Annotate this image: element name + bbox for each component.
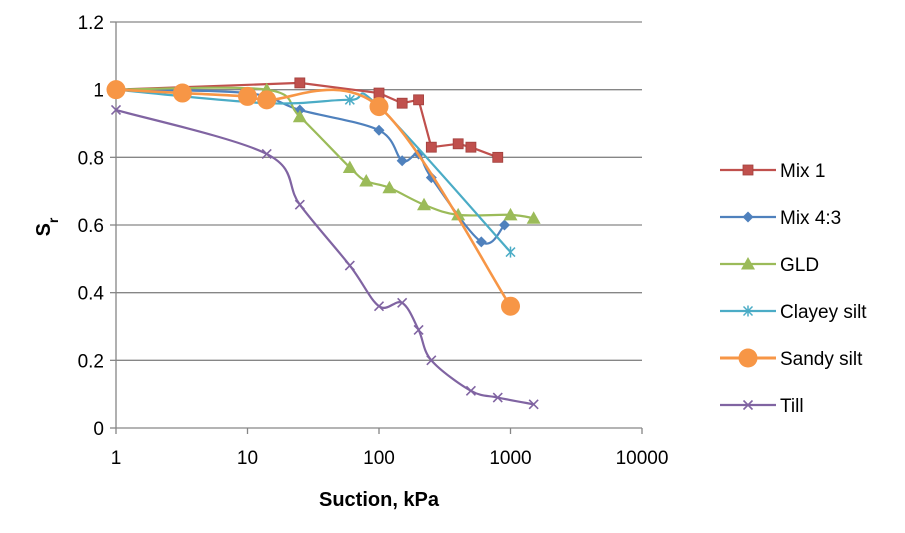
data-point: [238, 86, 257, 106]
legend-label: GLD: [780, 255, 819, 276]
data-point: [465, 385, 476, 396]
legend-label: Mix 1: [780, 161, 825, 182]
legend-marker: [742, 164, 754, 176]
series-sandy-silt: [106, 80, 520, 316]
marker-stroke: [294, 199, 305, 210]
data-point: [413, 324, 424, 335]
data-point: [396, 155, 408, 167]
legend-label: Clayey silt: [780, 302, 867, 323]
marker-stroke: [397, 297, 408, 308]
marker-stroke: [110, 104, 122, 116]
data-point: [344, 260, 355, 271]
y-tick-label: 0.2: [78, 351, 104, 372]
marker-stroke: [344, 260, 355, 271]
legend-marker: [741, 257, 755, 270]
y-axis-title-main: S: [33, 223, 55, 236]
legend-entry: Till: [720, 396, 804, 417]
data-point: [526, 211, 541, 224]
data-point: [292, 109, 307, 123]
y-tick-label: 0.8: [78, 148, 104, 169]
marker-stroke: [465, 385, 476, 396]
data-point: [106, 80, 126, 100]
legend-label: Till: [780, 396, 804, 417]
y-tick-label: 1.2: [78, 13, 104, 34]
data-point: [373, 301, 385, 312]
marker-stroke: [261, 148, 272, 160]
legend-entry: Clayey silt: [720, 302, 867, 323]
series-line: [115, 108, 534, 406]
legend-entry: Mix 1: [720, 161, 825, 182]
legend: Mix 1 Mix 4:3 GLD Clayey silt Sandy silt Till: [720, 161, 867, 417]
y-tick-label: 0.6: [78, 216, 104, 237]
series-layer: [106, 77, 541, 410]
tick-labels: 0 0.2 0.4 0.6 0.8 1 1.2 1 10 100 1000 10000: [78, 13, 669, 469]
data-point: [492, 151, 504, 163]
data-point: [475, 236, 487, 248]
marker-stroke: [528, 399, 539, 410]
legend-marker: [742, 211, 754, 223]
legend-marker: [742, 399, 754, 411]
x-tick-label: 10000: [616, 448, 669, 469]
series-till: [110, 104, 539, 410]
data-point: [528, 399, 539, 410]
series-gld: [109, 82, 541, 224]
data-point: [396, 97, 408, 109]
data-point: [501, 296, 520, 316]
marker-stroke: [413, 324, 424, 335]
data-point: [503, 207, 518, 221]
legend-marker: [742, 305, 754, 317]
data-point: [294, 77, 306, 89]
legend-label: Mix 4:3: [780, 208, 841, 229]
data-point: [110, 104, 122, 116]
data-point: [373, 124, 385, 136]
x-tick-label: 1: [111, 448, 122, 469]
data-point: [382, 180, 397, 194]
data-point: [342, 160, 357, 173]
legend-entry: Sandy silt: [720, 348, 863, 370]
legend-marker: [738, 348, 758, 368]
data-point: [172, 83, 192, 103]
y-tick-label: 1: [93, 81, 104, 102]
data-point: [261, 148, 272, 160]
data-point: [505, 246, 516, 258]
data-point: [498, 219, 510, 231]
x-axis-title: Suction, kPa: [319, 489, 440, 511]
data-point: [294, 199, 305, 210]
data-point: [413, 94, 424, 106]
legend-entry: Mix 4:3: [720, 208, 841, 229]
data-point: [373, 87, 385, 99]
data-point: [426, 355, 437, 366]
legend-entry: GLD: [720, 255, 819, 276]
data-point: [344, 94, 355, 106]
legend-label: Sandy silt: [780, 349, 863, 370]
x-tick-label: 10: [237, 448, 258, 469]
data-point: [425, 141, 437, 153]
data-point: [257, 90, 277, 110]
marker-stroke: [492, 392, 503, 403]
data-point: [492, 392, 503, 403]
x-tick-label: 100: [363, 448, 395, 469]
data-point: [369, 97, 389, 117]
data-point: [417, 197, 432, 211]
y-axis-title-subscript: r: [45, 217, 61, 223]
y-tick-label: 0.4: [78, 284, 105, 305]
marker-stroke: [426, 355, 437, 366]
data-point: [359, 174, 374, 187]
data-point: [465, 141, 477, 153]
y-axis-title: Sr: [33, 217, 61, 236]
data-point: [452, 138, 464, 150]
marker-stroke: [742, 399, 754, 411]
data-point: [451, 207, 466, 221]
y-tick-label: 0: [93, 419, 104, 440]
data-point: [397, 297, 408, 308]
x-tick-label: 1000: [489, 448, 531, 469]
marker-stroke: [373, 301, 385, 312]
